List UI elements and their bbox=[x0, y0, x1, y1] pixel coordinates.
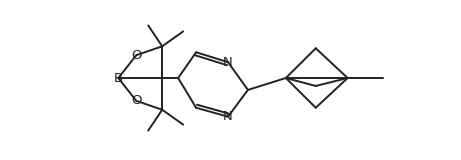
Text: O: O bbox=[131, 94, 142, 107]
Text: N: N bbox=[223, 110, 233, 123]
Text: B: B bbox=[114, 72, 123, 84]
Text: N: N bbox=[223, 56, 233, 69]
Text: O: O bbox=[131, 49, 142, 62]
